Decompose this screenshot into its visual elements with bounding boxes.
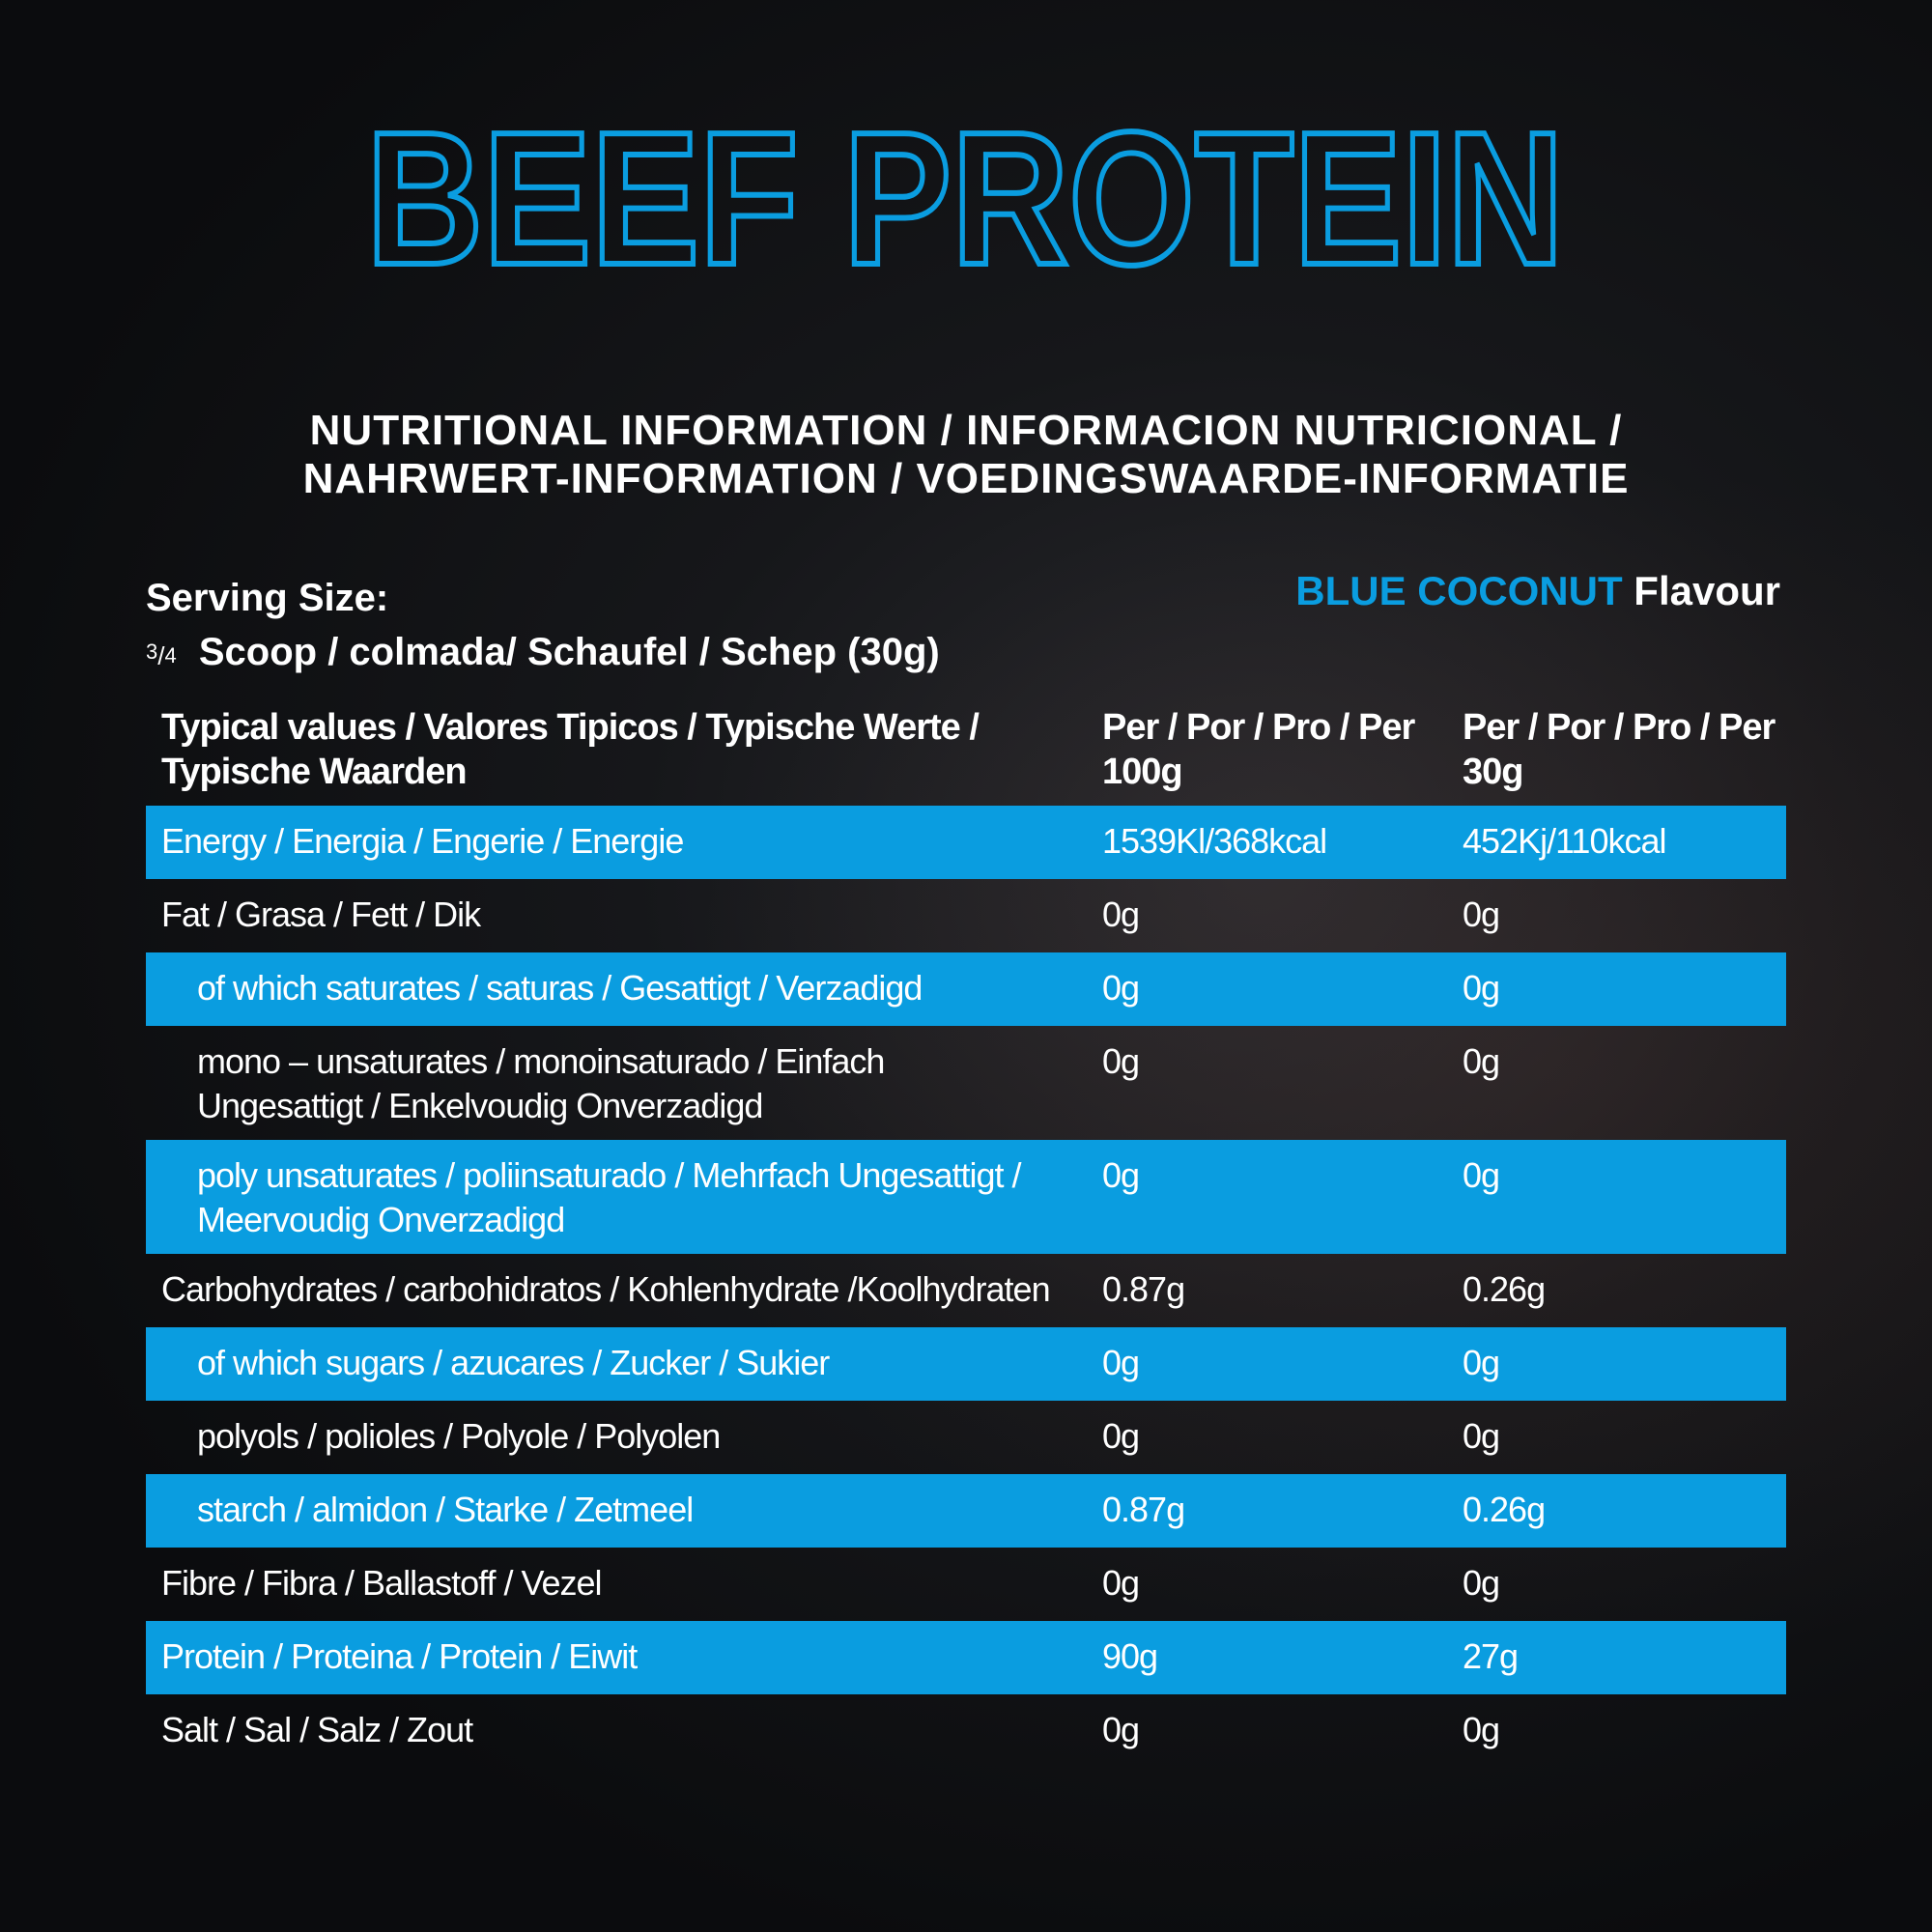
row-per-100g: 0g [1102,1041,1140,1081]
table-row: of which sugars / azucares / Zucker / Su… [146,1327,1786,1401]
table-row: starch / almidon / Starke / Zetmeel 0.87g… [146,1474,1786,1548]
row-label: Protein / Proteina / Protein / Eiwit [161,1636,638,1676]
nutrition-table: Typical values / Valores Tipicos / Typis… [146,705,1786,1768]
row-per-100g: 0g [1102,968,1140,1008]
header-per-100g: Per / Por / Pro / Per 100g [1102,707,1415,792]
row-per-100g: 0.87g [1102,1490,1185,1529]
serving-text: Scoop / colmada/ Schaufel / Schep (30g) [198,631,940,673]
title-text: BEEF PROTEIN [366,124,1564,273]
row-per-30g: 0.26g [1463,1490,1546,1529]
row-label: of which sugars / azucares / Zucker / Su… [197,1343,830,1382]
row-label: polyols / polioles / Polyole / Polyolen [197,1416,721,1456]
row-label: mono – unsaturates / monoinsaturado / Ei… [197,1041,885,1125]
row-label: of which saturates / saturas / Gesattigt… [197,968,923,1008]
row-per-100g: 0g [1102,1416,1140,1456]
row-label: starch / almidon / Starke / Zetmeel [197,1490,694,1529]
row-label: Fibre / Fibra / Ballastoff / Vezel [161,1563,603,1603]
row-per-100g: 0g [1102,1710,1140,1749]
header-per-30g: Per / Por / Pro / Per 30g [1463,707,1776,792]
row-per-100g: 0g [1102,1343,1140,1382]
table-row: of which saturates / saturas / Gesattigt… [146,952,1786,1026]
row-per-30g: 0g [1463,1343,1500,1382]
table-row: Salt / Sal / Salz / Zout 0g 0g [146,1694,1786,1768]
table-row: Protein / Proteina / Protein / Eiwit 90g 2… [146,1621,1786,1694]
row-label: Fat / Grasa / Fett / Dik [161,895,481,934]
row-per-30g: 0g [1463,1155,1500,1195]
row-per-30g: 0.26g [1463,1269,1546,1309]
row-per-30g: 452Kj/110kcal [1463,821,1667,861]
serving-size-value: 3/4 Scoop / colmada/ Schaufel / Schep (3… [146,631,940,673]
row-label: Energy / Energia / Engerie / Energie [161,821,684,861]
row-per-30g: 0g [1463,1041,1500,1081]
row-label: Carbohydrates / carbohidratos / Kohlenhy… [161,1269,1051,1309]
table-row: Fat / Grasa / Fett / Dik 0g 0g [146,879,1786,952]
row-per-30g: 0g [1463,1710,1500,1749]
table-row: mono – unsaturates / monoinsaturado / Ei… [146,1026,1786,1140]
row-per-100g: 90g [1102,1636,1158,1676]
table-row: Energy / Energia / Engerie / Energie 1539… [146,806,1786,879]
table-row: Carbohydrates / carbohidratos / Kohlenhy… [146,1254,1786,1327]
row-per-100g: 0g [1102,1563,1140,1603]
nutrition-heading-line1: NUTRITIONAL INFORMATION / INFORMACION NU… [309,407,1623,454]
row-per-30g: 0g [1463,1416,1500,1456]
row-per-100g: 0g [1102,895,1140,934]
table-row: poly unsaturates / poliinsaturado / Mehr… [146,1140,1786,1254]
row-per-100g: 1539Kl/368kcal [1102,821,1327,861]
flavour-suffix: Flavour [1634,568,1780,613]
product-title: BEEF PROTEIN [363,124,1567,273]
row-label: Salt / Sal / Salz / Zout [161,1710,473,1749]
fraction-den: 4 [164,643,177,668]
row-label: poly unsaturates / poliinsaturado / Mehr… [197,1155,1022,1239]
row-per-30g: 27g [1463,1636,1519,1676]
table-header: Typical values / Valores Tipicos / Typis… [146,705,1786,806]
row-per-100g: 0.87g [1102,1269,1185,1309]
serving-size-label: Serving Size: [146,577,389,619]
flavour-label: BLUE COCONUT Flavour [1295,568,1780,614]
row-per-100g: 0g [1102,1155,1140,1195]
row-per-30g: 0g [1463,895,1500,934]
row-per-30g: 0g [1463,1563,1500,1603]
nutrition-heading-line2: NAHRWERT-INFORMATION / VOEDINGSWAARDE-IN… [302,455,1630,502]
flavour-name: BLUE COCONUT [1295,568,1623,613]
header-typical-values: Typical values / Valores Tipicos / Typis… [161,707,980,792]
fraction-num: 3 [146,639,158,664]
table-row: Fibre / Fibra / Ballastoff / Vezel 0g 0g [146,1548,1786,1621]
table-row: polyols / polioles / Polyole / Polyolen 0… [146,1401,1786,1474]
row-per-30g: 0g [1463,968,1500,1008]
